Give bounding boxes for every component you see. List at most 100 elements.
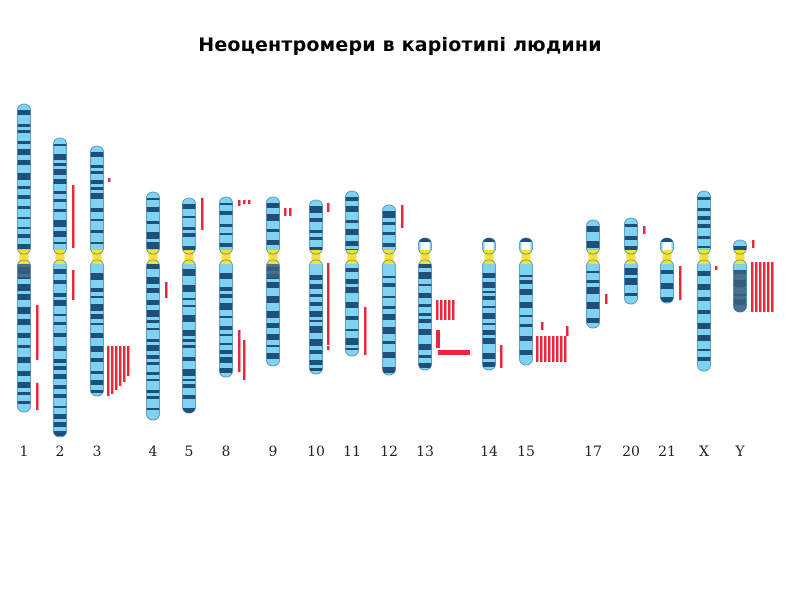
dark-band [90, 323, 104, 325]
dark-band [482, 323, 496, 325]
dark-band [90, 152, 104, 157]
dark-band [53, 385, 67, 389]
dark-band [345, 329, 359, 331]
dark-band [418, 293, 432, 298]
neocentromere-mark [759, 262, 762, 312]
dark-band [90, 390, 104, 393]
dark-band [660, 283, 674, 289]
dark-band [146, 390, 160, 393]
dark-band [53, 220, 67, 227]
dark-band [382, 306, 396, 309]
chromosome-body [382, 205, 396, 375]
stalk [484, 242, 494, 253]
chromosome-label-11: 11 [343, 444, 361, 460]
chromosome-8: 8 [219, 196, 251, 460]
dark-band [382, 283, 396, 287]
q-arm-outline [733, 259, 747, 313]
dark-band [266, 323, 280, 328]
dark-band [90, 242, 104, 244]
dark-band [53, 322, 67, 325]
stalk [662, 242, 672, 253]
dark-band [382, 341, 396, 344]
dark-band [53, 366, 67, 370]
dark-band [697, 297, 711, 301]
p-arm-outline [53, 137, 67, 255]
dark-band [345, 220, 359, 223]
q-arm-outline [482, 259, 496, 371]
chromosome-label-Y: Y [734, 444, 745, 460]
chromosome-label-3: 3 [93, 444, 102, 460]
dark-band [697, 246, 711, 248]
dark-band [53, 242, 67, 244]
dark-band [182, 369, 196, 376]
dark-band [17, 382, 31, 388]
dark-band [418, 284, 432, 286]
neocentromere-mark [327, 263, 330, 345]
dark-band [219, 203, 233, 205]
dark-band [624, 268, 638, 275]
dark-band [17, 294, 31, 300]
neocentromere-mark [115, 346, 118, 390]
dark-band [519, 275, 533, 277]
chromosome-body [519, 238, 533, 365]
neocentromere-mark [755, 262, 758, 312]
dark-band [309, 275, 323, 280]
chromosome-1: 1 [17, 103, 39, 460]
dark-band [182, 395, 196, 399]
chromosome-label-4: 4 [149, 444, 158, 460]
q-arm-outline [697, 259, 711, 372]
dark-band [17, 227, 31, 229]
p-arm-outline [309, 199, 323, 255]
dark-band [697, 197, 711, 200]
dark-band [219, 334, 233, 336]
q-arm-outline [309, 259, 323, 375]
dark-band [90, 219, 104, 221]
p-arm-outline [345, 190, 359, 255]
dark-band [418, 264, 432, 268]
neocentromere-mark [238, 330, 241, 372]
dark-band [482, 353, 496, 359]
neocentromere-mark [566, 326, 569, 336]
dark-band [146, 355, 160, 359]
dark-band [418, 363, 432, 368]
dark-band [219, 224, 233, 227]
neocentromere-mark [548, 336, 551, 362]
dark-band [146, 345, 160, 351]
dark-band [53, 144, 67, 146]
neocentromere-mark [679, 266, 682, 300]
dark-band [219, 243, 233, 247]
dark-band [146, 300, 160, 305]
dark-band [90, 273, 104, 280]
dark-band [182, 315, 196, 322]
dark-band [697, 357, 711, 361]
p-arm-outline [418, 237, 432, 255]
chromosome-body [266, 197, 280, 366]
neocentromere-mark [556, 336, 559, 362]
chromosome-2: 2 [53, 137, 75, 460]
dark-band [17, 357, 31, 363]
dark-band [146, 328, 160, 330]
dark-band [146, 310, 160, 317]
p-arm-outline [624, 217, 638, 255]
dark-band [309, 350, 323, 354]
neocentromere-mark [751, 262, 754, 312]
dark-band [219, 368, 233, 373]
p-arm-outline [482, 237, 496, 255]
dark-band [382, 211, 396, 218]
chromosome-label-14: 14 [480, 444, 498, 460]
dark-band [266, 240, 280, 245]
neocentromere-mark [643, 226, 646, 234]
p-arm-outline [146, 191, 160, 255]
dark-band [53, 163, 67, 166]
chromosome-label-20: 20 [622, 444, 640, 460]
dark-band [345, 197, 359, 201]
dark-band [482, 313, 496, 319]
dark-band [90, 180, 104, 184]
dark-band [266, 334, 280, 340]
p-arm-outline [697, 190, 711, 255]
dark-band [624, 293, 638, 296]
neocentromere-mark [364, 307, 367, 355]
dark-band [182, 357, 196, 361]
dark-band [309, 206, 323, 213]
dark-band [382, 327, 396, 334]
